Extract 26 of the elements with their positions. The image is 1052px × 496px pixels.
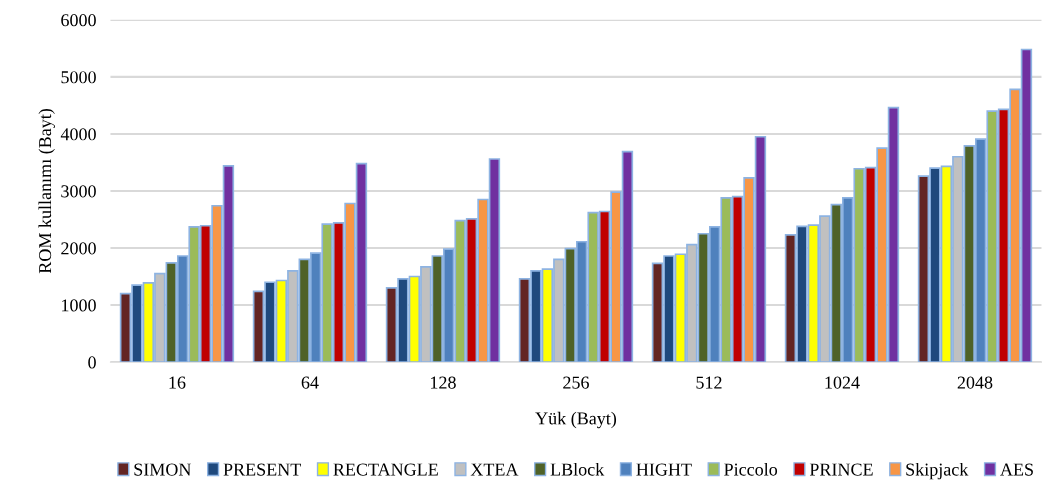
x-tick-label: 64 xyxy=(301,376,319,389)
y-tick-label: 5000 xyxy=(61,71,96,84)
y-tick-label: 2000 xyxy=(61,242,96,255)
y-tick-label: 1000 xyxy=(62,299,96,312)
legend-label: PRINCE xyxy=(809,463,873,476)
legend-label: PRESENT xyxy=(223,463,301,476)
legend-label: Skipjack xyxy=(906,462,969,480)
x-tick-label: 128 xyxy=(431,376,456,389)
legend-label: XTEA xyxy=(470,463,519,476)
legend-label: RECTANGLE xyxy=(333,463,438,476)
x-tick-label: 16 xyxy=(169,376,186,389)
x-axis-title: Yük (Bayt) xyxy=(535,411,617,429)
legend-label: LBlock xyxy=(550,462,605,476)
y-tick-label: 6000 xyxy=(61,14,96,27)
legend-label: Piccolo xyxy=(724,462,778,476)
legend-label: SIMON xyxy=(134,463,192,476)
y-tick-label: 4000 xyxy=(60,128,96,141)
x-tick-label: 256 xyxy=(563,376,589,389)
legend-label: HIGHT xyxy=(636,463,692,476)
y-tick-label: 3000 xyxy=(61,185,96,198)
y-axis-title: ROM kullanımı (Bayt) xyxy=(38,109,55,274)
x-tick-label: 2048 xyxy=(957,376,993,389)
x-tick-label: 1024 xyxy=(825,376,860,389)
y-tick-label: 0 xyxy=(88,356,96,369)
legend-label: AES xyxy=(1000,463,1033,476)
x-tick-label: 512 xyxy=(696,376,722,389)
